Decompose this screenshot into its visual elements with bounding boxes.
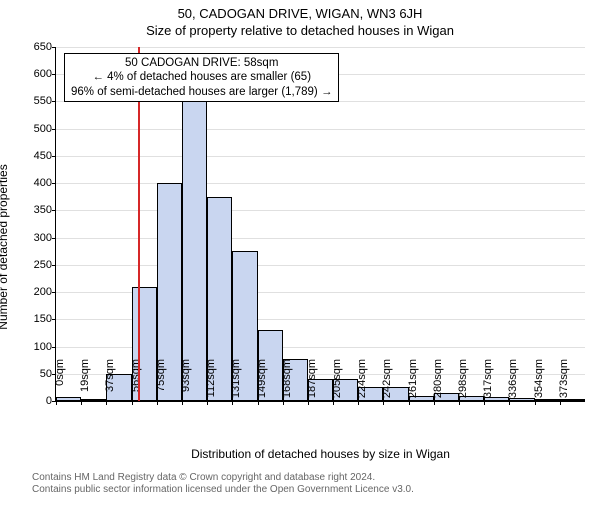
y-tick-label: 650	[34, 41, 56, 53]
info-line-2: ← 4% of detached houses are smaller (65)	[71, 70, 332, 84]
y-tick-label: 600	[34, 68, 56, 80]
attribution: Contains HM Land Registry data © Crown c…	[32, 472, 414, 496]
grid-line	[56, 183, 585, 184]
x-tick-label: 187sqm	[306, 359, 318, 405]
y-tick-label: 400	[34, 177, 56, 189]
x-tick-label: 373sqm	[558, 359, 570, 405]
x-tick-label: 149sqm	[256, 359, 268, 405]
info-box: 50 CADOGAN DRIVE: 58sqm ← 4% of detached…	[64, 53, 339, 102]
chart-container: Number of detached properties 0501001502…	[5, 42, 595, 452]
x-tick-label: 224sqm	[356, 359, 368, 405]
grid-line	[56, 210, 585, 211]
attribution-line-2: Contains public sector information licen…	[32, 484, 414, 496]
y-tick-label: 500	[34, 123, 56, 135]
y-tick-label: 150	[34, 313, 56, 325]
grid-line	[56, 238, 585, 239]
chart-subtitle: Size of property relative to detached ho…	[0, 23, 600, 38]
x-tick-label: 131sqm	[230, 359, 242, 405]
info-line-1: 50 CADOGAN DRIVE: 58sqm	[71, 56, 332, 70]
grid-line	[56, 265, 585, 266]
x-tick-label: 0sqm	[54, 359, 66, 405]
y-tick-label: 350	[34, 204, 56, 216]
x-tick-label: 75sqm	[155, 359, 167, 405]
plot-area: 0501001502002503003504004505005506006500…	[55, 47, 585, 402]
x-tick-label: 19sqm	[79, 359, 91, 405]
y-tick-label: 450	[34, 150, 56, 162]
y-tick-label: 100	[34, 341, 56, 353]
grid-line	[56, 129, 585, 130]
y-tick-label: 200	[34, 286, 56, 298]
x-tick-label: 317sqm	[482, 359, 494, 405]
y-tick-label: 300	[34, 232, 56, 244]
page-title: 50, CADOGAN DRIVE, WIGAN, WN3 6JH	[0, 6, 600, 21]
y-axis-label: Number of detached properties	[0, 164, 10, 329]
x-tick-label: 280sqm	[432, 359, 444, 405]
y-tick-label: 250	[34, 259, 56, 271]
x-tick-label: 168sqm	[281, 359, 293, 405]
info-line-3: 96% of semi-detached houses are larger (…	[71, 85, 332, 99]
histogram-bar	[182, 101, 207, 401]
grid-line	[56, 156, 585, 157]
attribution-line-1: Contains HM Land Registry data © Crown c…	[32, 472, 414, 484]
x-tick-label: 242sqm	[381, 359, 393, 405]
x-tick-label: 112sqm	[205, 359, 217, 405]
x-tick-label: 298sqm	[457, 359, 469, 405]
x-tick-label: 37sqm	[104, 359, 116, 405]
y-tick-label: 550	[34, 95, 56, 107]
x-tick-label: 336sqm	[507, 359, 519, 405]
x-tick-label: 205sqm	[331, 359, 343, 405]
x-axis-label: Distribution of detached houses by size …	[56, 447, 585, 461]
x-tick-label: 354sqm	[533, 359, 545, 405]
grid-line	[56, 47, 585, 48]
x-tick-label: 261sqm	[407, 359, 419, 405]
x-tick-label: 93sqm	[180, 359, 192, 405]
